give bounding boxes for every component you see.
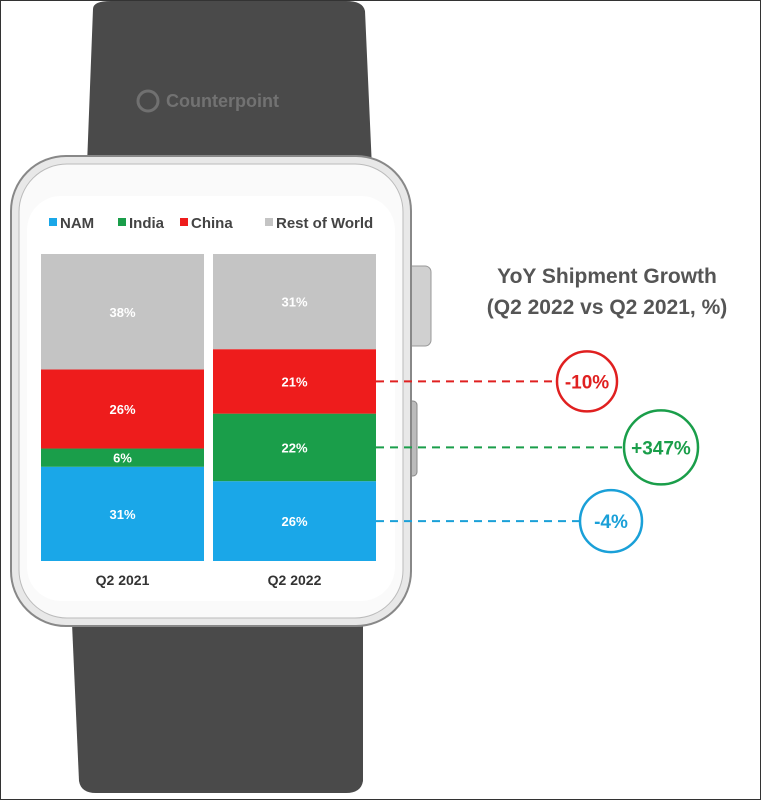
bar-segment bbox=[213, 413, 376, 482]
bar-segment bbox=[213, 254, 376, 350]
data-label: 26% bbox=[109, 402, 135, 417]
legend-label: Rest of World bbox=[276, 215, 373, 232]
watch-strap-bottom bbox=[71, 601, 363, 793]
growth-annotation: YoY Shipment Growth (Q2 2022 vs Q2 2021,… bbox=[376, 265, 728, 554]
data-label: 6% bbox=[113, 451, 132, 466]
data-label: 22% bbox=[281, 440, 307, 455]
logo: Counterpoint bbox=[136, 89, 279, 113]
legend-label: India bbox=[129, 215, 165, 232]
growth-label: +347% bbox=[631, 438, 691, 459]
annotation-title-line1: YoY Shipment Growth bbox=[497, 265, 717, 288]
annotation-title-line2: (Q2 2022 vs Q2 2021, %) bbox=[487, 296, 728, 319]
bar-segment bbox=[41, 448, 204, 467]
legend-label: China bbox=[191, 215, 233, 232]
data-label: 31% bbox=[281, 295, 307, 310]
legend-swatch-3 bbox=[265, 218, 273, 226]
bar-segment bbox=[213, 481, 376, 561]
growth-label: -4% bbox=[594, 512, 628, 533]
data-label: 21% bbox=[281, 374, 307, 389]
logo-text: Counterpoint bbox=[166, 91, 279, 111]
data-label: 38% bbox=[109, 305, 135, 320]
data-label: 31% bbox=[109, 507, 135, 522]
category-label: Q2 2021 bbox=[96, 572, 150, 588]
watch-strap-top bbox=[86, 1, 373, 191]
bar-segment bbox=[41, 466, 204, 561]
legend-swatch-0 bbox=[49, 218, 57, 226]
bar-segment bbox=[41, 369, 204, 449]
growth-circle bbox=[622, 409, 700, 486]
logo-icon bbox=[136, 89, 160, 113]
category-label: Q2 2022 bbox=[268, 572, 322, 588]
growth-circle bbox=[578, 488, 644, 554]
data-label: 26% bbox=[281, 514, 307, 529]
legend-swatch-2 bbox=[180, 218, 188, 226]
growth-circle bbox=[555, 350, 619, 413]
bar-segment bbox=[41, 254, 204, 370]
bars: 31% 6% 26% 38% Q2 2021 26% 22% 21% 31% Q2 2022 bbox=[41, 254, 376, 588]
legend-label: NAM bbox=[60, 215, 94, 232]
bar-segment bbox=[213, 349, 376, 414]
legend-swatch-1 bbox=[118, 218, 126, 226]
legend: NAM India China Rest of World bbox=[49, 215, 373, 232]
growth-label: -10% bbox=[565, 372, 609, 393]
